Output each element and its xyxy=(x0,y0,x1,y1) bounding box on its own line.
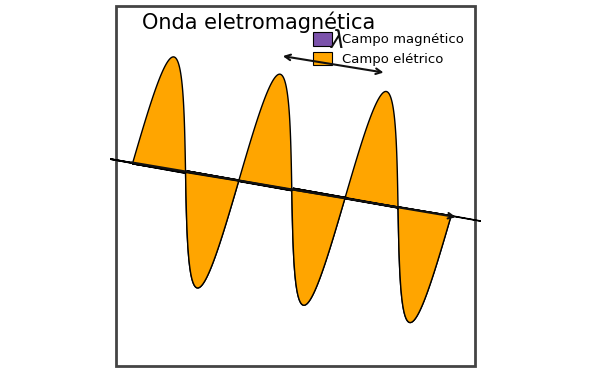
Polygon shape xyxy=(398,207,451,323)
Polygon shape xyxy=(187,171,344,200)
Text: Onda eletromagnética: Onda eletromagnética xyxy=(142,12,375,33)
Polygon shape xyxy=(293,188,450,217)
Polygon shape xyxy=(293,188,450,217)
Legend: Campo magnético, Campo elétrico: Campo magnético, Campo elétrico xyxy=(311,29,467,68)
Polygon shape xyxy=(239,74,292,192)
Polygon shape xyxy=(80,154,238,183)
Polygon shape xyxy=(186,173,239,288)
Polygon shape xyxy=(345,92,398,210)
Polygon shape xyxy=(292,190,346,305)
Polygon shape xyxy=(82,154,343,200)
Polygon shape xyxy=(295,189,555,234)
Polygon shape xyxy=(398,207,451,323)
Polygon shape xyxy=(80,154,238,183)
Text: λ: λ xyxy=(330,29,344,53)
Polygon shape xyxy=(132,57,186,173)
Polygon shape xyxy=(189,171,449,217)
Polygon shape xyxy=(292,190,346,305)
Polygon shape xyxy=(186,173,239,288)
Polygon shape xyxy=(187,171,344,200)
